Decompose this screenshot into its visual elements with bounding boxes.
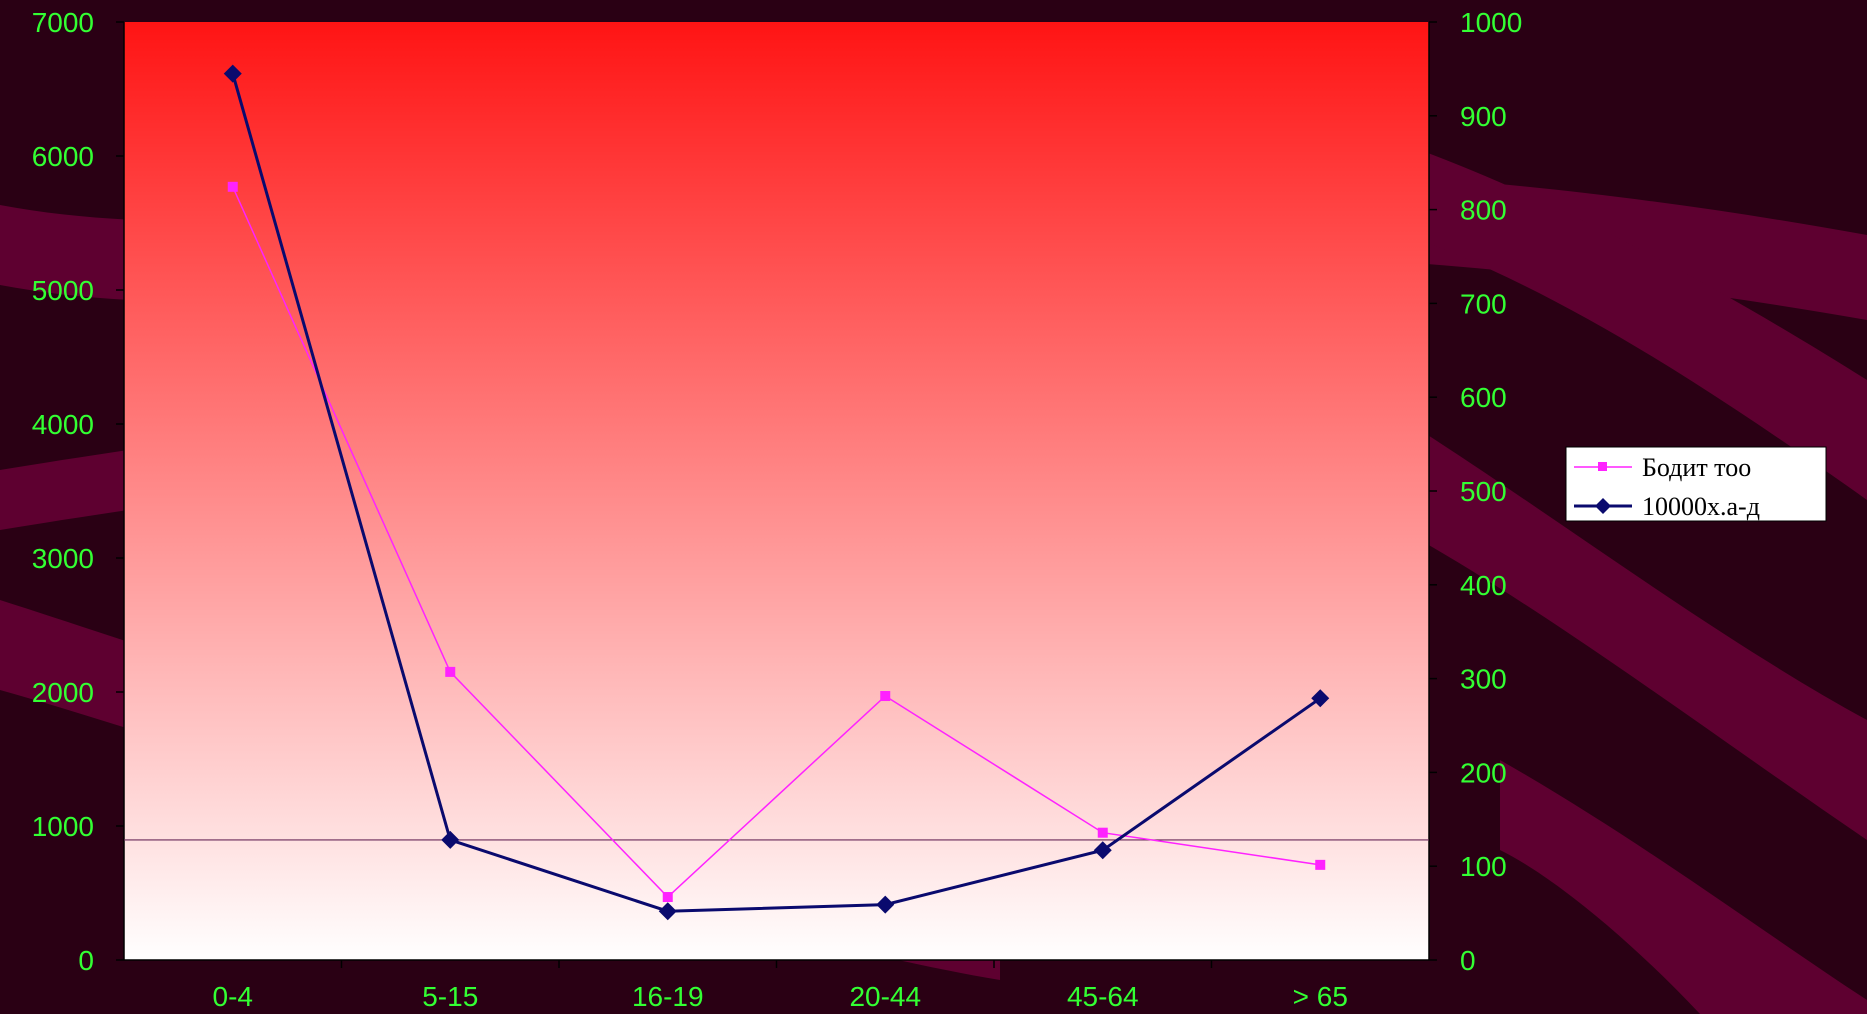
data-point-series-2	[658, 902, 677, 921]
data-point-series-2	[223, 64, 242, 83]
right-axis-tick-label: 300	[1460, 664, 1507, 695]
data-point-series-1	[880, 691, 891, 702]
wave-band	[1420, 150, 1867, 500]
left-axis-tick-label: 2000	[32, 677, 94, 708]
left-axis-tick-label: 1000	[32, 811, 94, 842]
right-axis-tick-label: 100	[1460, 851, 1507, 882]
right-axis-tick-label: 500	[1460, 476, 1507, 507]
left-axis-tick-label: 5000	[32, 275, 94, 306]
right-axis-tick-label: 700	[1460, 288, 1507, 319]
data-point-series-2	[1311, 689, 1330, 708]
legend-marker-series-2	[1595, 498, 1611, 514]
left-axis-tick-label: 4000	[32, 409, 94, 440]
x-axis-tick-labels: 0-4 5-15 16-19 20-44 45-64 > 65	[213, 981, 1348, 1012]
x-axis-tick-label: > 65	[1293, 981, 1348, 1012]
left-axis-tick-label: 6000	[32, 141, 94, 172]
series-layer	[223, 64, 1330, 921]
legend: Бодит тоо 10000х.а-д	[1565, 446, 1827, 522]
wave-band	[1500, 760, 1867, 1014]
left-axis-tick-label: 0	[78, 945, 94, 976]
axes	[116, 21, 1437, 968]
right-axis-tick-label: 900	[1460, 101, 1507, 132]
legend-label-series-2: 10000х.а-д	[1642, 492, 1760, 521]
data-point-series-2	[1093, 841, 1112, 860]
data-point-series-1	[662, 892, 673, 903]
x-axis-tick-label: 16-19	[632, 981, 704, 1012]
data-point-series-1	[1315, 859, 1326, 870]
left-axis-tick-labels: 0 1000 2000 3000 4000 5000 6000 7000	[32, 7, 94, 976]
legend-box	[1565, 446, 1827, 522]
left-axis-tick-label: 3000	[32, 543, 94, 574]
data-point-series-1	[1097, 827, 1108, 838]
right-axis-tick-label: 400	[1460, 570, 1507, 601]
x-axis-tick-label: 45-64	[1067, 981, 1139, 1012]
x-axis-tick-label: 20-44	[849, 981, 921, 1012]
plot-area	[124, 22, 1429, 960]
x-axis-tick-label: 0-4	[213, 981, 253, 1012]
legend-label-series-1: Бодит тоо	[1642, 453, 1751, 482]
right-axis-tick-label: 200	[1460, 757, 1507, 788]
series-line-1	[232, 186, 1321, 899]
legend-marker-series-1	[1598, 462, 1607, 471]
right-axis-tick-label: 0	[1460, 945, 1476, 976]
right-axis-tick-labels: 0 100 200 300 400 500 600 700 800 900 1000	[1460, 7, 1522, 976]
right-axis-tick-label: 600	[1460, 382, 1507, 413]
data-point-series-1	[445, 666, 456, 677]
right-axis-tick-label: 800	[1460, 195, 1507, 226]
data-point-series-2	[876, 895, 895, 914]
data-point-series-2	[441, 830, 460, 849]
data-point-series-1	[227, 181, 238, 192]
right-axis-tick-label: 1000	[1460, 7, 1522, 38]
series-line-2	[231, 73, 1322, 913]
wave-band	[1420, 430, 1867, 840]
left-axis-tick-label: 7000	[32, 7, 94, 38]
x-axis-tick-label: 5-15	[422, 981, 478, 1012]
